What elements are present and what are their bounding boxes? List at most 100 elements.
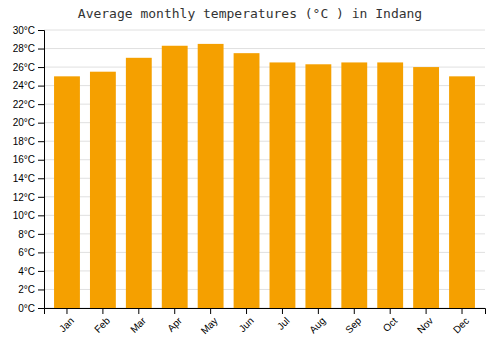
y-tick-label: 30°C — [13, 25, 35, 36]
y-tick-label: 6°C — [18, 247, 35, 258]
y-tick-label: 14°C — [13, 173, 35, 184]
x-tick: Aug — [307, 308, 327, 335]
bar — [413, 67, 439, 308]
x-tick-label: Jun — [237, 315, 256, 334]
y-tick-mark — [38, 67, 44, 68]
y-tick-label: 22°C — [13, 99, 35, 110]
x-tick: Jun — [237, 308, 256, 334]
bar — [449, 76, 475, 308]
x-axis: JanFebMarAprMayJunJulAugSepOctNovDec — [45, 308, 486, 336]
y-tick-label: 4°C — [18, 266, 35, 277]
x-tick: Dec — [451, 308, 471, 335]
x-tick-label: Aug — [307, 315, 327, 335]
x-tick: Oct — [381, 308, 400, 334]
y-tick-label: 18°C — [13, 136, 35, 147]
chart-svg: Average monthly temperatures (°C ) in In… — [0, 0, 500, 350]
y-tick: 2°C — [18, 284, 44, 295]
y-tick-mark — [38, 30, 44, 31]
x-tick-mark — [102, 308, 103, 314]
y-tick-mark — [38, 234, 44, 235]
y-tick: 6°C — [18, 247, 44, 258]
x-tick-mark — [282, 308, 283, 314]
y-tick-label: 2°C — [18, 284, 35, 295]
y-tick-mark — [38, 197, 44, 198]
x-tick-label: Jan — [57, 315, 76, 334]
y-tick: 8°C — [18, 229, 44, 240]
y-tick-mark — [38, 289, 44, 290]
x-tick-mark — [210, 308, 211, 314]
x-tick-label: Mar — [128, 315, 148, 335]
bar — [90, 72, 116, 308]
y-tick-mark — [38, 123, 44, 124]
y-tick-label: 20°C — [13, 117, 35, 128]
y-tick-label: 10°C — [13, 210, 35, 221]
y-tick-mark — [38, 160, 44, 161]
x-tick-label: Jul — [275, 315, 292, 332]
x-tick: Nov — [415, 308, 435, 335]
chart-title: Average monthly temperatures (°C ) in In… — [78, 6, 422, 21]
plot-area: 0°C 2°C 4°C 6°C 8°C 10°C 12°C 14°C 16°C 18°C 20°C 2… — [13, 25, 486, 337]
x-tick: Mar — [128, 308, 148, 335]
x-tick: Jul — [275, 308, 292, 332]
x-tick-label: Nov — [415, 315, 435, 335]
bar — [234, 53, 260, 308]
x-tick-mark — [426, 308, 427, 314]
y-tick-mark — [38, 271, 44, 272]
bar — [162, 46, 188, 308]
x-tick-mark — [462, 308, 463, 314]
y-tick: 30°C — [13, 25, 44, 36]
chart-container: Average monthly temperatures (°C ) in In… — [0, 0, 500, 350]
y-tick-label: 0°C — [18, 303, 35, 314]
bar — [126, 58, 152, 308]
x-tick-mark — [138, 308, 139, 314]
x-tick-label: May — [199, 315, 220, 336]
y-tick: 4°C — [18, 266, 44, 277]
x-tick-label: Apr — [165, 315, 184, 334]
x-tick-mark — [66, 308, 67, 314]
y-tick-label: 28°C — [13, 43, 35, 54]
x-axis-line — [45, 309, 486, 315]
x-tick-mark — [174, 308, 175, 314]
bar — [54, 76, 80, 308]
x-tick: Sep — [343, 308, 364, 335]
bar — [270, 62, 296, 308]
bar — [341, 62, 367, 308]
y-tick: 14°C — [13, 173, 44, 184]
x-tick-label: Dec — [451, 315, 471, 335]
y-tick: 16°C — [13, 154, 44, 165]
y-tick: 18°C — [13, 136, 44, 147]
y-tick-mark — [38, 49, 44, 50]
y-tick-mark — [38, 308, 44, 309]
y-tick-mark — [38, 141, 44, 142]
y-tick: 22°C — [13, 99, 44, 110]
x-tick-mark — [246, 308, 247, 314]
y-tick-label: 8°C — [18, 229, 35, 240]
y-axis: 0°C 2°C 4°C 6°C 8°C 10°C 12°C 14°C 16°C 18°C 20°C 2… — [13, 25, 45, 314]
x-tick-label: Oct — [381, 315, 400, 334]
y-tick: 20°C — [13, 117, 44, 128]
bar — [377, 62, 403, 308]
y-axis-line — [38, 31, 45, 309]
y-tick-label: 24°C — [13, 80, 35, 91]
y-tick: 10°C — [13, 210, 44, 221]
bars — [54, 44, 475, 308]
y-tick-mark — [38, 104, 44, 105]
y-tick: 0°C — [18, 303, 44, 314]
y-tick-mark — [38, 86, 44, 87]
y-tick-mark — [38, 252, 44, 253]
y-tick: 28°C — [13, 43, 44, 54]
y-tick: 26°C — [13, 62, 44, 73]
y-tick-label: 16°C — [13, 154, 35, 165]
y-tick-mark — [38, 215, 44, 216]
x-tick-mark — [390, 308, 391, 314]
y-tick: 12°C — [13, 192, 44, 203]
x-tick: May — [199, 308, 220, 336]
y-tick-mark — [38, 178, 44, 179]
y-tick: 24°C — [13, 80, 44, 91]
x-tick-mark — [318, 308, 319, 314]
y-tick-label: 12°C — [13, 192, 35, 203]
y-tick-label: 26°C — [13, 62, 35, 73]
x-tick: Jan — [57, 308, 76, 334]
bar — [305, 64, 331, 308]
bar — [198, 44, 224, 308]
